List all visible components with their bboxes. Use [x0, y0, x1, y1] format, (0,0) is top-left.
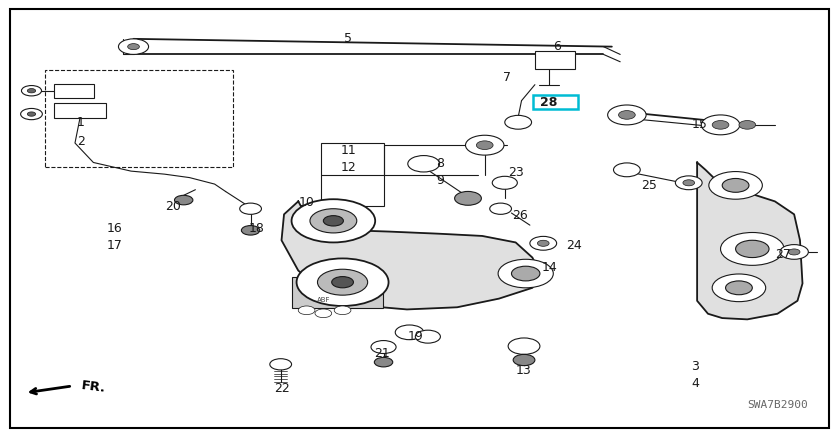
Circle shape: [513, 355, 535, 366]
Text: 28: 28: [540, 96, 558, 109]
Text: 1: 1: [77, 115, 85, 128]
Text: 26: 26: [512, 208, 528, 221]
Circle shape: [508, 338, 540, 355]
Circle shape: [21, 109, 42, 120]
Circle shape: [607, 106, 646, 125]
Text: 4: 4: [691, 377, 700, 389]
Circle shape: [466, 136, 504, 156]
Circle shape: [128, 45, 139, 50]
Text: 27: 27: [775, 247, 791, 260]
Bar: [535, 51, 575, 69]
Bar: [320, 144, 383, 206]
Circle shape: [618, 112, 635, 120]
Text: 11: 11: [341, 144, 357, 157]
Circle shape: [270, 359, 292, 370]
Circle shape: [722, 179, 749, 193]
Circle shape: [726, 281, 753, 295]
Text: 15: 15: [691, 118, 707, 131]
Bar: [54, 85, 94, 99]
Circle shape: [512, 266, 540, 281]
Circle shape: [22, 86, 41, 97]
Circle shape: [736, 241, 769, 258]
Circle shape: [292, 200, 375, 243]
Circle shape: [709, 172, 763, 200]
Circle shape: [310, 209, 357, 233]
Circle shape: [334, 306, 351, 315]
Circle shape: [498, 260, 553, 288]
Circle shape: [242, 226, 260, 236]
Text: 2: 2: [77, 135, 85, 148]
Circle shape: [371, 341, 396, 354]
Circle shape: [721, 233, 784, 266]
Text: 12: 12: [341, 161, 357, 174]
Text: 10: 10: [299, 195, 315, 208]
Bar: [44, 70, 233, 168]
Text: 3: 3: [691, 359, 700, 372]
Circle shape: [538, 241, 549, 247]
Circle shape: [331, 277, 353, 288]
Text: 19: 19: [408, 329, 423, 342]
Circle shape: [780, 245, 808, 260]
Text: 24: 24: [566, 239, 582, 252]
Circle shape: [374, 358, 393, 367]
Circle shape: [28, 113, 36, 117]
Text: SWA7B2900: SWA7B2900: [748, 399, 808, 409]
Circle shape: [675, 177, 702, 190]
Text: 23: 23: [508, 165, 524, 178]
Circle shape: [712, 121, 729, 130]
Circle shape: [613, 164, 640, 178]
Circle shape: [395, 325, 424, 340]
Circle shape: [298, 306, 315, 315]
Circle shape: [28, 89, 36, 94]
Circle shape: [490, 204, 512, 215]
Polygon shape: [282, 202, 541, 310]
Text: 16: 16: [107, 221, 122, 234]
Text: 6: 6: [554, 40, 561, 53]
Circle shape: [296, 259, 388, 306]
Text: 5: 5: [345, 32, 352, 45]
Bar: [293, 277, 383, 309]
Circle shape: [175, 196, 193, 205]
Circle shape: [118, 40, 149, 55]
Text: 8: 8: [436, 157, 445, 170]
Circle shape: [315, 309, 331, 318]
Circle shape: [505, 116, 532, 130]
Circle shape: [455, 192, 482, 206]
Circle shape: [530, 237, 556, 251]
Circle shape: [701, 116, 740, 135]
Text: 7: 7: [503, 70, 511, 83]
Text: 21: 21: [374, 346, 390, 359]
Text: 25: 25: [642, 178, 658, 191]
Circle shape: [712, 274, 766, 302]
Text: 9: 9: [436, 174, 445, 187]
Circle shape: [240, 204, 262, 215]
Polygon shape: [697, 163, 802, 319]
Text: 17: 17: [107, 239, 122, 252]
Bar: [54, 104, 106, 118]
Text: 18: 18: [248, 221, 264, 234]
Circle shape: [739, 121, 756, 130]
Text: 14: 14: [541, 260, 557, 273]
Text: 13: 13: [516, 364, 532, 377]
Circle shape: [408, 156, 440, 173]
Bar: [534, 96, 578, 110]
Circle shape: [477, 141, 493, 150]
Text: ABF: ABF: [316, 296, 330, 302]
Circle shape: [323, 216, 343, 227]
Circle shape: [492, 177, 518, 190]
Circle shape: [789, 250, 800, 255]
Text: 22: 22: [274, 381, 289, 394]
Circle shape: [317, 270, 367, 296]
Text: 20: 20: [165, 200, 180, 213]
Text: FR.: FR.: [81, 378, 107, 394]
Circle shape: [683, 181, 695, 186]
Circle shape: [415, 330, 440, 343]
